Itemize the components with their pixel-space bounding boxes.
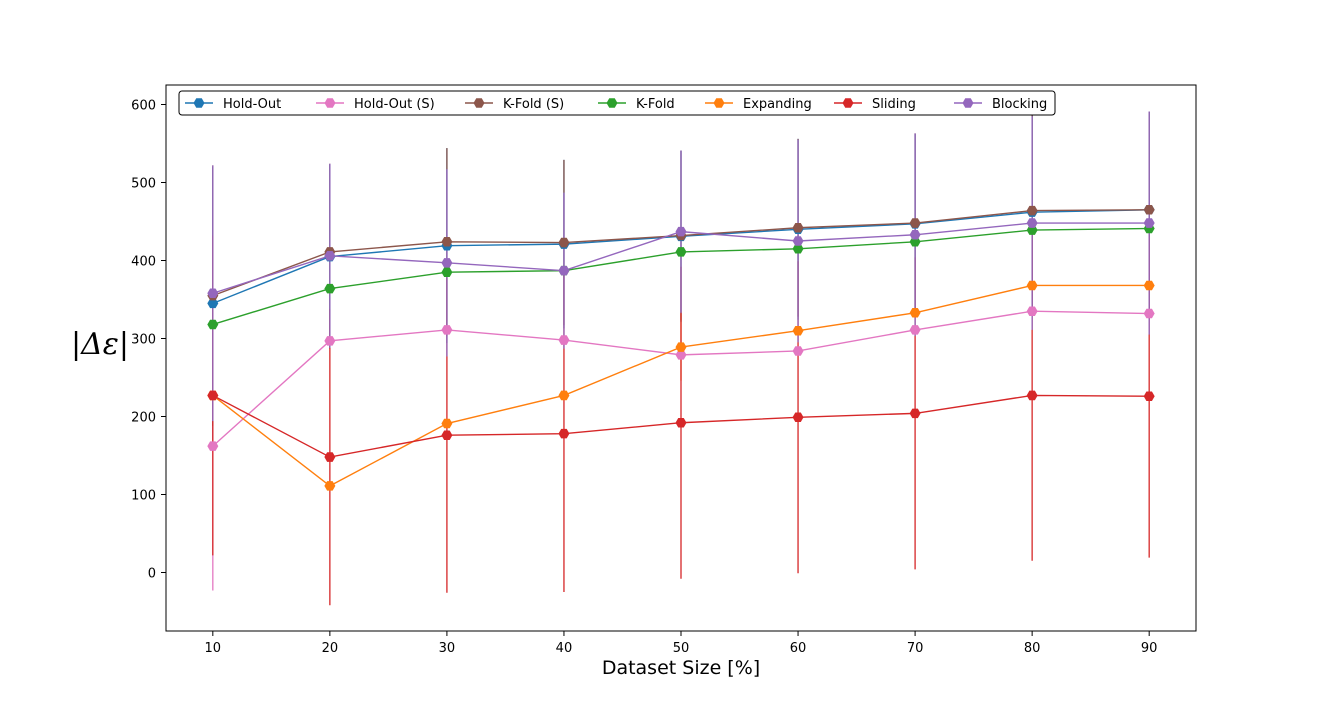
point-hold-out-s-30 [441, 325, 453, 335]
point-expanding-20 [324, 481, 336, 491]
point-k-fold-s-90 [1143, 205, 1155, 215]
point-expanding-70 [909, 308, 921, 318]
point-blocking-80 [1026, 218, 1038, 228]
point-expanding-30 [441, 418, 453, 429]
plot-area [165, 84, 1197, 632]
x-tick-label-20: 20 [322, 641, 339, 656]
point-k-fold-s-30 [441, 237, 453, 247]
point-sliding-70 [909, 408, 921, 419]
point-sliding-80 [1026, 390, 1038, 401]
point-sliding-10 [207, 390, 219, 401]
legend-label-hold-out: Hold-Out [223, 97, 281, 112]
point-hold-out-s-70 [909, 325, 921, 335]
legend: Hold-Out Hold-Out (S) K-Fold (S) K-Fold Expa… [178, 90, 1056, 116]
legend-label-blocking: Blocking [992, 97, 1047, 112]
x-axis-label: Dataset Size [%] [602, 657, 760, 679]
point-sliding-90 [1143, 391, 1155, 401]
point-sliding-60 [792, 412, 804, 423]
point-k-fold-s-80 [1026, 205, 1038, 216]
point-blocking-90 [1143, 218, 1155, 228]
point-sliding-30 [441, 430, 453, 440]
point-hold-out-s-80 [1026, 306, 1038, 316]
point-hold-out-s-50 [675, 350, 687, 360]
x-tick-label-30: 30 [439, 641, 456, 656]
y-tick-label-400: 400 [131, 255, 156, 270]
point-blocking-30 [441, 258, 453, 268]
legend-label-expanding: Expanding [743, 97, 812, 112]
y-tick-label-100: 100 [131, 489, 156, 504]
point-k-fold-60 [792, 244, 804, 254]
point-blocking-40 [558, 265, 570, 276]
point-blocking-70 [909, 230, 921, 240]
point-expanding-60 [792, 325, 804, 336]
x-tick-label-70: 70 [907, 641, 924, 656]
series-markers [207, 205, 1155, 491]
legend-label-sliding: Sliding [872, 97, 916, 112]
point-blocking-60 [792, 236, 804, 246]
point-sliding-20 [324, 452, 336, 462]
y-axis-label: |Δε| [71, 327, 129, 362]
y-axis: 0 100 200 300 400 500 600 [131, 99, 166, 582]
x-tick-label-50: 50 [673, 641, 690, 656]
point-k-fold-s-40 [558, 237, 570, 248]
point-k-fold-50 [675, 247, 687, 257]
x-tick-label-40: 40 [556, 641, 573, 656]
y-tick-label-200: 200 [131, 411, 156, 426]
legend-marker-hold-out-s [324, 98, 336, 108]
legend-marker-expanding [713, 98, 725, 108]
y-tick-label-600: 600 [131, 99, 156, 114]
x-tick-label-90: 90 [1141, 641, 1158, 656]
point-expanding-90 [1143, 280, 1155, 291]
point-hold-out-10 [207, 298, 219, 309]
point-k-fold-s-70 [909, 218, 921, 228]
point-hold-out-s-40 [558, 335, 570, 345]
y-tick-label-0: 0 [148, 567, 156, 582]
legend-marker-blocking [962, 98, 974, 108]
legend-marker-k-fold [606, 98, 618, 108]
y-tick-label-500: 500 [131, 177, 156, 192]
legend-label-k-fold-s: K-Fold (S) [503, 97, 564, 112]
point-blocking-20 [324, 251, 336, 261]
legend-marker-k-fold-s [473, 98, 485, 108]
point-blocking-50 [675, 226, 687, 237]
point-expanding-40 [558, 390, 570, 401]
legend-marker-sliding [842, 98, 854, 108]
point-k-fold-10 [207, 319, 219, 330]
point-hold-out-s-20 [324, 336, 336, 346]
point-expanding-50 [675, 342, 687, 352]
point-k-fold-s-60 [792, 222, 804, 233]
point-hold-out-s-90 [1143, 308, 1155, 319]
point-sliding-50 [675, 417, 687, 428]
point-blocking-10 [207, 288, 219, 299]
legend-label-k-fold: K-Fold [636, 97, 675, 112]
x-tick-label-10: 10 [205, 641, 222, 656]
point-hold-out-s-60 [792, 346, 804, 356]
point-k-fold-20 [324, 283, 336, 294]
point-k-fold-30 [441, 267, 453, 277]
point-expanding-80 [1026, 280, 1038, 291]
legend-label-hold-out-s: Hold-Out (S) [354, 97, 435, 112]
point-sliding-40 [558, 428, 570, 439]
point-hold-out-s-10 [207, 441, 219, 451]
legend-marker-hold-out [193, 98, 205, 108]
x-axis: 10 20 30 40 50 60 70 80 90 [205, 631, 1158, 656]
x-tick-label-60: 60 [790, 641, 807, 656]
y-tick-label-300: 300 [131, 333, 156, 348]
x-tick-label-80: 80 [1024, 641, 1041, 656]
